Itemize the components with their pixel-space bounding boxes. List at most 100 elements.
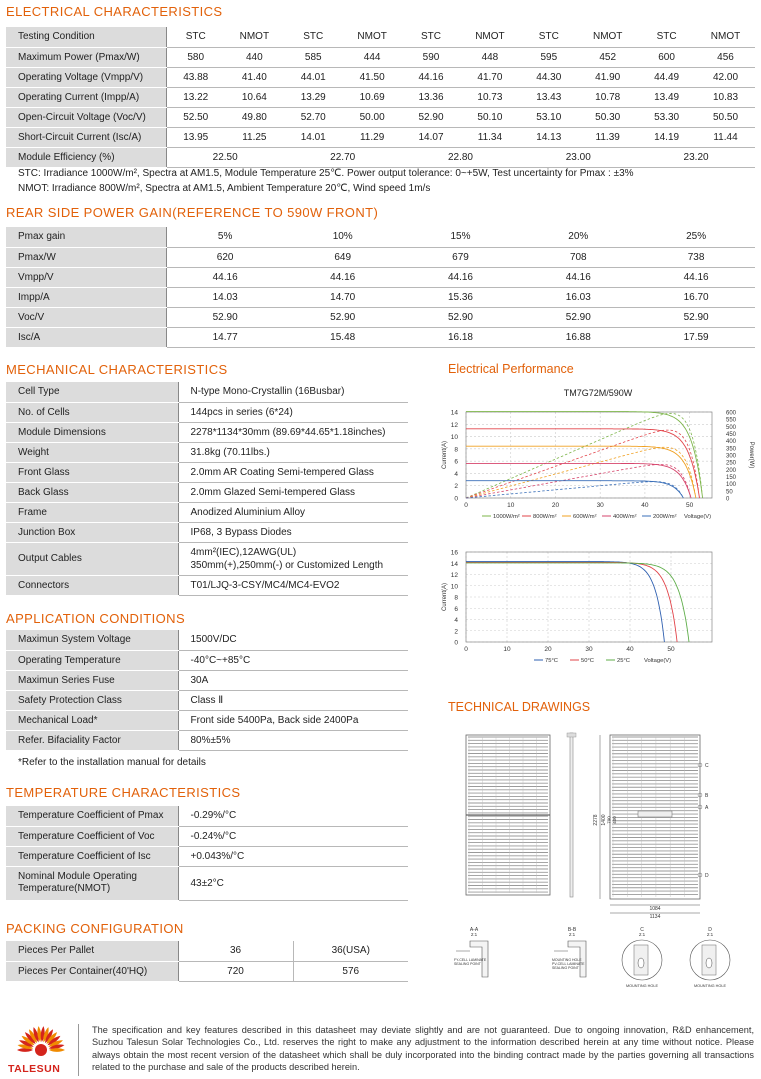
x-tick-label: 50 bbox=[686, 502, 694, 509]
table-cell: 11.39 bbox=[578, 127, 638, 148]
row-value: -0.24%/°C bbox=[178, 826, 408, 847]
y2-tick-label: 150 bbox=[726, 475, 737, 481]
table-cell: 11.34 bbox=[460, 127, 520, 148]
detail-mark-label: B bbox=[705, 793, 709, 799]
table-row: Voc/V 52.90 52.90 52.90 52.90 52.90 bbox=[6, 307, 755, 328]
table-cell: 14.13 bbox=[519, 127, 579, 148]
table-cell: 13.43 bbox=[519, 87, 579, 108]
row-label: Testing Condition bbox=[6, 27, 167, 48]
mounting-hole-icon bbox=[705, 957, 713, 969]
row-value: 144pcs in series (6*24) bbox=[178, 402, 408, 423]
table-cell: 720 bbox=[178, 961, 293, 982]
table-cell: 41.50 bbox=[342, 67, 402, 88]
section-note: SEALING POINT bbox=[552, 966, 580, 970]
table-row: Maximun System Voltage 1500V/DC bbox=[6, 630, 408, 651]
row-value: -0.29%/°C bbox=[178, 806, 408, 827]
table-row: Operating Current (Impp/A) 13.22 10.64 13.2… bbox=[6, 87, 755, 108]
section-note: MOUNTING HOLE bbox=[552, 958, 582, 962]
logo-petal bbox=[47, 1035, 61, 1046]
packing-title: PACKING CONFIGURATION bbox=[6, 921, 184, 936]
table-row: Back Glass 2.0mm Glazed Semi-tempered Gla… bbox=[6, 482, 408, 503]
frame-section bbox=[469, 940, 489, 978]
logo-petal bbox=[43, 1027, 49, 1043]
table-cell: 738 bbox=[637, 247, 755, 268]
row-label: Junction Box bbox=[6, 522, 179, 543]
row-value: 31.8kg (70.11lbs.) bbox=[178, 442, 408, 463]
table-cell: 22.50 bbox=[166, 147, 284, 168]
y-tick-label: 14 bbox=[451, 410, 459, 417]
mounting-hole-icon bbox=[637, 957, 645, 969]
table-cell: 456 bbox=[696, 47, 755, 68]
stc-note: STC: Irradiance 1000W/m², Spectra at AM1… bbox=[18, 168, 634, 179]
table-cell: 44.16 bbox=[283, 267, 402, 288]
row-label: Pmax gain bbox=[6, 227, 167, 248]
y2-tick-label: 500 bbox=[726, 425, 737, 431]
table-row: Maximun Series Fuse 30A bbox=[6, 670, 408, 691]
table-row: Isc/A 14.77 15.48 16.18 16.88 17.59 bbox=[6, 327, 755, 348]
y-axis-label: Current(A) bbox=[442, 441, 448, 469]
table-cell: 52.50 bbox=[166, 107, 225, 128]
logo-petal bbox=[19, 1040, 34, 1047]
table-cell: 36(USA) bbox=[292, 941, 408, 962]
y2-tick-label: 200 bbox=[726, 468, 737, 474]
row-label: Module Efficiency (%) bbox=[6, 147, 167, 168]
row-label: Connectors bbox=[6, 575, 179, 596]
table-cell: 16.88 bbox=[519, 327, 638, 348]
dimension-h3: 400 bbox=[612, 816, 617, 824]
table-cell: 44.49 bbox=[637, 67, 697, 88]
table-cell: 52.90 bbox=[519, 307, 638, 328]
section-note: FY-CELL LAMINATE bbox=[454, 958, 487, 962]
logo-petal bbox=[46, 1032, 58, 1045]
brand-name: TALESUN bbox=[8, 1063, 61, 1075]
table-row: Weight 31.8kg (70.11lbs.) bbox=[6, 442, 408, 463]
legend-entry: 400W/m² bbox=[613, 514, 637, 520]
table-row: Temperature Coefficient of Voc -0.24%/°C bbox=[6, 826, 408, 847]
x-tick-label: 10 bbox=[507, 502, 515, 509]
row-value: 2.0mm Glazed Semi-tempered Glass bbox=[178, 482, 408, 503]
table-cell: 679 bbox=[401, 247, 520, 268]
value-line: 350mm(+),250mm(-) or Customized Length bbox=[190, 559, 384, 571]
table-cell: 585 bbox=[283, 47, 343, 68]
detail-mark-label: A bbox=[705, 805, 709, 811]
section-label: D bbox=[708, 927, 712, 933]
row-label: Frame bbox=[6, 502, 179, 523]
side-cap bbox=[566, 732, 577, 738]
series-line bbox=[466, 462, 692, 499]
legend-entry: 600W/m² bbox=[573, 514, 597, 520]
section-scale: 2:1 bbox=[569, 932, 576, 937]
table-row: Operating Voltage (Vmpp/V) 43.88 41.40 44.0… bbox=[6, 67, 755, 88]
table-cell: 13.36 bbox=[401, 87, 461, 108]
series-line bbox=[466, 480, 684, 499]
x-tick-label: 40 bbox=[641, 502, 649, 509]
table-cell: 50.00 bbox=[342, 107, 402, 128]
table-cell: 41.90 bbox=[578, 67, 638, 88]
table-cell: 15% bbox=[401, 227, 520, 248]
table-cell: 13.49 bbox=[637, 87, 697, 108]
table-cell: 10.73 bbox=[460, 87, 520, 108]
x-tick-label: 30 bbox=[597, 502, 605, 509]
table-row: Mechanical Load* Front side 5400Pa, Back … bbox=[6, 710, 408, 731]
frame-section bbox=[567, 940, 587, 978]
y2-tick-label: 600 bbox=[726, 411, 737, 417]
x-tick-label: 20 bbox=[552, 502, 560, 509]
dimension-height: 2278 bbox=[593, 814, 599, 825]
header-cell: STC bbox=[283, 27, 343, 48]
section-label: C bbox=[640, 927, 644, 933]
section-scale: 2:1 bbox=[639, 932, 646, 937]
table-row: Impp/A 14.03 14.70 15.36 16.03 16.70 bbox=[6, 287, 755, 308]
table-cell: 23.00 bbox=[519, 147, 638, 168]
y-tick-label: 0 bbox=[454, 496, 458, 503]
table-cell: 41.70 bbox=[460, 67, 520, 88]
row-value: N-type Mono-Crystallin (16Busbar) bbox=[178, 382, 408, 403]
table-row: Safety Protection Class Class Ⅱ bbox=[6, 690, 408, 711]
header-cell: STC bbox=[519, 27, 579, 48]
table-cell: 10.64 bbox=[224, 87, 284, 108]
table-cell: 14.07 bbox=[401, 127, 461, 148]
series-line bbox=[466, 428, 700, 499]
row-value: 80%±5% bbox=[178, 730, 408, 751]
table-cell: 13.22 bbox=[166, 87, 225, 108]
footer-divider bbox=[78, 1024, 79, 1076]
temperature-table: Temperature Coefficient of Pmax -0.29%/°C… bbox=[6, 806, 408, 901]
table-cell: 44.16 bbox=[637, 267, 755, 288]
table-cell: 10.78 bbox=[578, 87, 638, 108]
